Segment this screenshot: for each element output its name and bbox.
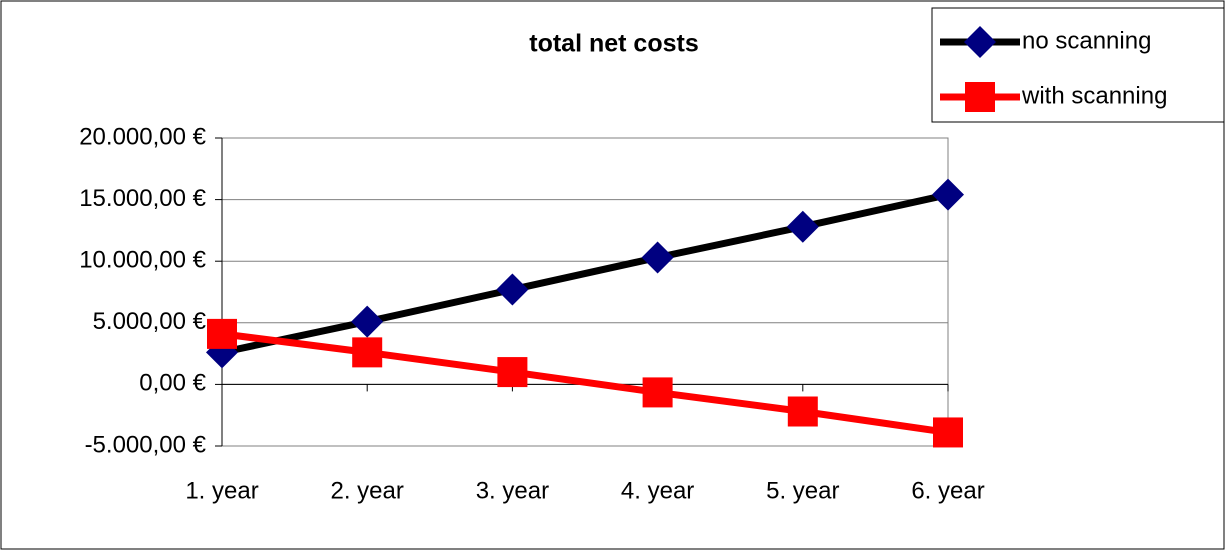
data-point (352, 337, 383, 368)
y-tick-label: 10.000,00 € (79, 247, 206, 274)
data-point (642, 377, 673, 408)
data-point (207, 318, 237, 349)
x-tick-label: 3. year (476, 477, 549, 504)
data-point (932, 178, 964, 211)
y-tick-label: 20.000,00 € (79, 123, 206, 150)
plot-area (221, 137, 949, 447)
data-point (641, 241, 674, 274)
x-tick-label: 5. year (766, 477, 839, 504)
legend-label: no scanning (1022, 27, 1151, 54)
x-tick-label: 1. year (185, 477, 258, 504)
legend-label: with scanning (1021, 82, 1167, 109)
data-point (786, 210, 819, 243)
legend-marker (964, 26, 996, 58)
chart-title: total net costs (529, 30, 698, 58)
y-tick-label: -5.000,00 € (85, 431, 207, 458)
x-tick-label: 6. year (911, 477, 984, 504)
data-point (933, 417, 963, 448)
data-point (496, 273, 529, 306)
y-tick-label: 5.000,00 € (93, 308, 207, 335)
x-tick-label: 4. year (621, 477, 694, 504)
data-point (351, 305, 384, 338)
series-line (221, 191, 949, 356)
y-tick-label: 0,00 € (139, 370, 206, 397)
x-tick-label: 2. year (331, 477, 404, 504)
y-tick-label: 15.000,00 € (79, 185, 206, 212)
data-point (787, 396, 818, 427)
legend-marker (965, 82, 995, 112)
series-line (221, 330, 949, 436)
data-point (497, 357, 528, 388)
